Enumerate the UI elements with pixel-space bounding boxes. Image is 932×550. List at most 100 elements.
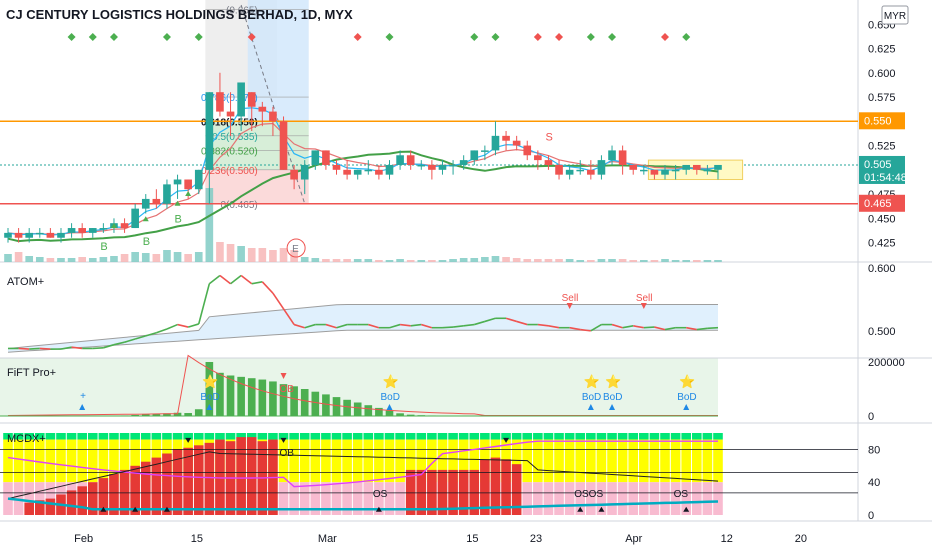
candle-body[interactable]: [247, 92, 256, 107]
candle-body[interactable]: [237, 82, 245, 117]
candle-body[interactable]: [470, 150, 479, 161]
candle-body[interactable]: [608, 150, 616, 161]
candle-body[interactable]: [692, 164, 701, 170]
candle-body[interactable]: [544, 160, 553, 165]
fift-bar: [364, 405, 373, 416]
candle-body[interactable]: [364, 169, 373, 172]
candle-body[interactable]: [152, 198, 161, 204]
candle-body[interactable]: [46, 232, 55, 238]
orange-price-badge[interactable]: [859, 112, 905, 130]
candle-body[interactable]: [311, 150, 320, 165]
currency-badge[interactable]: MYR: [881, 5, 909, 25]
candle-body[interactable]: [300, 164, 309, 180]
candle-body[interactable]: [279, 121, 288, 170]
candle-body[interactable]: [406, 155, 415, 165]
candle-body[interactable]: [194, 169, 203, 190]
atom-line-segment: [197, 283, 211, 325]
candle-body[interactable]: [131, 208, 139, 229]
candle-body[interactable]: [385, 164, 394, 175]
candle-body[interactable]: [375, 169, 383, 175]
mcdx-yellow-bar: [310, 439, 321, 483]
candle-body[interactable]: [703, 169, 712, 172]
candle-body[interactable]: [449, 164, 457, 167]
candle-body[interactable]: [491, 135, 500, 151]
candle-body[interactable]: [417, 164, 426, 167]
candle-body[interactable]: [269, 111, 277, 122]
price-candles[interactable]: [4, 72, 722, 243]
candle-body[interactable]: [650, 169, 659, 175]
candle-body[interactable]: [25, 232, 34, 238]
candle-body[interactable]: [226, 111, 235, 117]
candle-body[interactable]: [640, 169, 648, 172]
candle-body[interactable]: [205, 92, 214, 170]
red-price-badge[interactable]: [859, 194, 905, 212]
candle-body[interactable]: [714, 164, 722, 170]
candle-body[interactable]: [555, 164, 563, 175]
mcdx-red-bar: [66, 490, 77, 515]
candle-body[interactable]: [671, 169, 680, 172]
candle-body[interactable]: [35, 232, 44, 235]
candle-body[interactable]: [173, 179, 182, 185]
bullish-diamond: [385, 33, 394, 41]
atom-line-segment: [421, 323, 433, 329]
volume-bar: [481, 257, 489, 262]
candle-body[interactable]: [481, 150, 489, 152]
candle-body[interactable]: [67, 228, 76, 233]
candle-body[interactable]: [459, 160, 468, 165]
mcdx-pink-bar: [649, 482, 660, 515]
candle-body[interactable]: [14, 232, 23, 238]
candle-body[interactable]: [290, 169, 298, 180]
time-axis-label: Mar: [318, 533, 337, 545]
candle-body[interactable]: [587, 169, 595, 175]
candle-body[interactable]: [120, 223, 129, 229]
candle-body[interactable]: [565, 169, 574, 175]
atom-line-segment: [325, 323, 337, 329]
mcdx-yellow-bar: [564, 439, 575, 483]
candle-body[interactable]: [99, 228, 108, 230]
candle-body[interactable]: [512, 140, 521, 146]
candle-body[interactable]: [343, 169, 351, 175]
fift-ob-arrow: [280, 373, 287, 379]
candle-body[interactable]: [332, 164, 341, 170]
candle-body[interactable]: [534, 155, 542, 161]
candle-body[interactable]: [618, 150, 627, 165]
candle-body[interactable]: [661, 169, 669, 175]
mcdx-red-bar: [130, 465, 140, 515]
candle-body[interactable]: [682, 164, 691, 170]
mcdx-tick-label: 40: [868, 477, 880, 489]
candle-body[interactable]: [428, 164, 436, 170]
mcdx-top-bar: [490, 433, 501, 440]
time-axis[interactable]: Feb 15 Mar 15 23 Apr 12 20: [74, 533, 807, 545]
price-axis[interactable]: 0.6500.6250.6000.5750.5500.5250.5000.475…: [859, 19, 907, 250]
candle-body[interactable]: [502, 135, 510, 141]
mcdx-yellow-bar: [702, 439, 713, 483]
atom-line-segment: [696, 327, 708, 331]
candle-body[interactable]: [141, 198, 150, 209]
mcdx-yellow-bar: [384, 439, 395, 483]
candle-body[interactable]: [78, 228, 86, 233]
candle-body[interactable]: [184, 179, 192, 190]
candle-body[interactable]: [4, 232, 12, 238]
candle-body[interactable]: [353, 169, 362, 175]
candle-body[interactable]: [163, 184, 171, 204]
volume-bar: [459, 258, 468, 262]
candle-body[interactable]: [597, 160, 606, 175]
candle-body[interactable]: [576, 169, 585, 172]
candle-body[interactable]: [629, 164, 638, 170]
mcdx-top-bar: [45, 433, 56, 440]
fift-bod-label: BoD: [380, 392, 399, 403]
candle-body[interactable]: [88, 228, 97, 233]
volume-bar: [470, 258, 479, 262]
candle-body[interactable]: [216, 92, 224, 112]
candle-body[interactable]: [57, 232, 65, 238]
candle-body[interactable]: [523, 145, 532, 156]
last-price-badge[interactable]: [859, 155, 905, 184]
candle-body[interactable]: [322, 150, 330, 165]
atom-pane[interactable]: Sell Sell 0.600 0.500: [7, 263, 896, 353]
candle-body[interactable]: [396, 155, 404, 165]
candle-body[interactable]: [438, 164, 447, 170]
mcdx-os-label: OS: [373, 489, 388, 500]
candle-body[interactable]: [258, 106, 267, 112]
